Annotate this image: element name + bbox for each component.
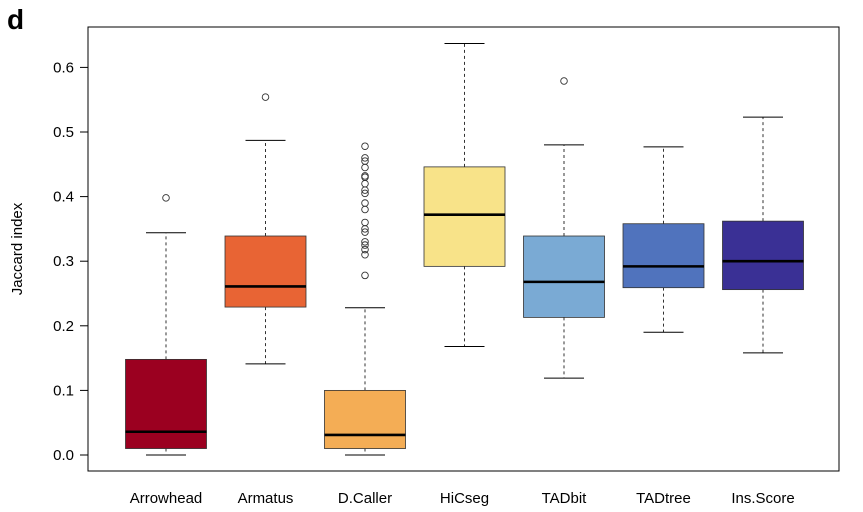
outlier-point (361, 163, 369, 172)
outlier-point (361, 228, 369, 236)
outlier-point (560, 77, 568, 85)
y-axis: 0.0 0.1 0.2 0.3 0.4 0.5 0.6 (53, 59, 89, 464)
iqr-box (423, 166, 506, 267)
outlier-point (361, 271, 369, 280)
iqr-box (622, 223, 705, 289)
y-tick-label: 0.4 (53, 189, 74, 206)
y-tick-label: 0.0 (53, 447, 74, 464)
outlier-point (361, 218, 369, 227)
outlier-point (361, 142, 369, 150)
iqr-box (324, 389, 406, 449)
outlier-point (361, 241, 369, 249)
iqr-box (722, 220, 804, 291)
outlier-point (361, 179, 369, 188)
x-tick-label: TADbit (542, 490, 588, 507)
outlier-point (361, 172, 369, 180)
outlier-point (361, 154, 369, 162)
outlier-point (361, 238, 369, 246)
outlier-point (361, 250, 369, 259)
box-tadtree (622, 146, 705, 333)
outlier-point (361, 205, 369, 214)
outlier-point (361, 199, 369, 207)
box-armatus (224, 93, 307, 365)
y-tick-label: 0.2 (53, 318, 74, 335)
box-dcaller (324, 142, 406, 456)
outlier-point (261, 93, 270, 101)
iqr-box (224, 235, 307, 308)
x-tick-label: HiCseg (440, 490, 489, 507)
x-tick-label: D.Caller (338, 490, 392, 507)
x-tick-label: Arrowhead (130, 490, 203, 507)
outlier-point (361, 157, 369, 165)
y-axis-label: Jaccard index (9, 202, 26, 295)
outlier-point (162, 194, 170, 202)
box-insscore (722, 116, 804, 354)
x-tick-label: Ins.Score (731, 490, 794, 507)
box-tadbit (523, 77, 605, 379)
box-hicseg (423, 42, 506, 347)
boxes (125, 42, 804, 456)
x-axis: Arrowhead Armatus D.Caller HiCseg TADbit TADt… (130, 490, 795, 507)
outlier-point (361, 245, 369, 254)
iqr-box (523, 235, 605, 318)
y-tick-label: 0.1 (53, 382, 74, 399)
iqr-box (125, 358, 207, 449)
y-tick-label: 0.5 (53, 124, 74, 141)
x-tick-label: TADtree (636, 490, 691, 507)
panel-letter: d (7, 4, 25, 35)
y-tick-label: 0.6 (53, 59, 74, 76)
y-tick-label: 0.3 (53, 253, 74, 270)
outlier-point (361, 189, 369, 198)
x-tick-label: Armatus (238, 490, 294, 507)
box-arrowhead (125, 194, 207, 456)
